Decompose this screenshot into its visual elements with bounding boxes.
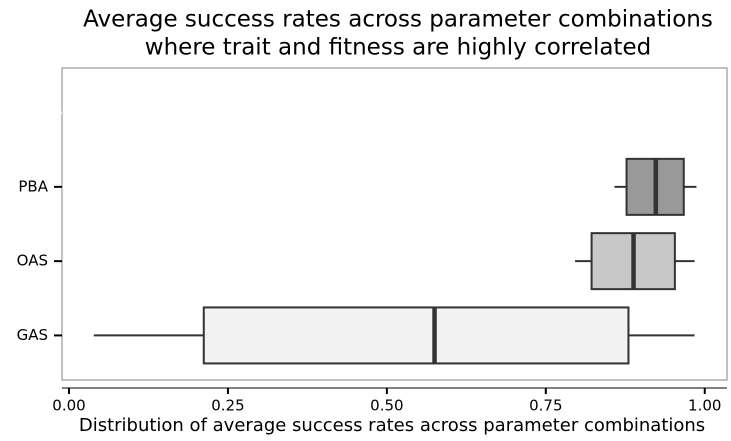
y-tick-label: PBA	[18, 177, 48, 195]
chart-title: Average success rates across parameter c…	[83, 7, 713, 33]
x-tick-label: 0.75	[529, 397, 562, 415]
y-tick-label: GAS	[17, 326, 48, 344]
box	[202, 306, 630, 365]
x-tick-label: 0.50	[370, 397, 403, 415]
x-axis-label: Distribution of average success rates ac…	[79, 415, 705, 436]
x-tick-label: 1.00	[688, 397, 721, 415]
x-tick-label: 0.00	[52, 397, 85, 415]
y-tick-label: OAS	[17, 252, 48, 270]
x-tick-label: 0.25	[211, 397, 244, 415]
chart-title: where trait and fitness are highly corre…	[145, 35, 651, 61]
